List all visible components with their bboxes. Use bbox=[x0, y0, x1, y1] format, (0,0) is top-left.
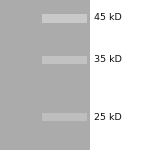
Bar bbox=[42, 56, 87, 64]
Bar bbox=[42, 14, 87, 22]
Text: 35 kD: 35 kD bbox=[94, 56, 122, 64]
Bar bbox=[42, 113, 87, 121]
Bar bbox=[90, 0, 150, 150]
Text: 45 kD: 45 kD bbox=[94, 14, 122, 22]
Text: 25 kD: 25 kD bbox=[94, 112, 122, 122]
Bar bbox=[0, 0, 90, 150]
